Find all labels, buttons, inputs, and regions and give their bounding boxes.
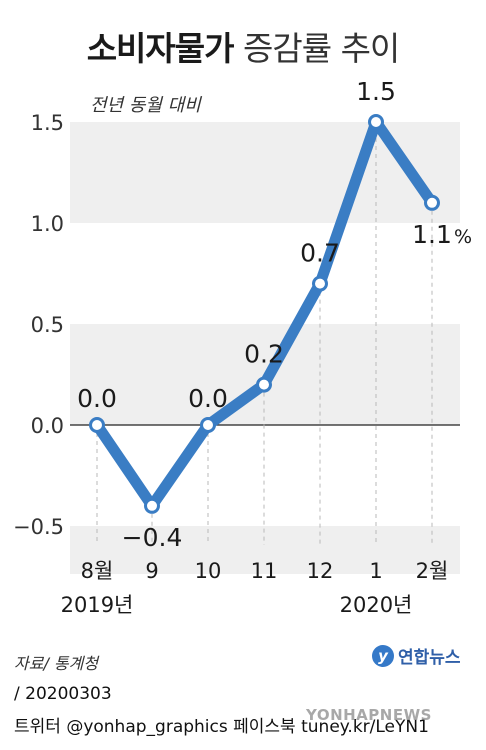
x-tick-label: 10 [195, 559, 222, 583]
x-tick-label: 11 [251, 559, 278, 583]
x-year-label: 2020년 [340, 593, 413, 617]
data-point [144, 497, 160, 514]
data-point [89, 417, 105, 433]
chart-title: 소비자물가 증감률 추이 [0, 22, 486, 70]
y-axis-label: 전년 동월 대비 [90, 95, 202, 116]
data-label: −0.4 [122, 523, 183, 552]
data-label: 0.7 [300, 239, 340, 268]
x-tick-label: 9 [145, 559, 158, 583]
x-tick-label: 2월 [416, 559, 449, 583]
data-label: 1.5 [356, 77, 396, 106]
data-point [200, 417, 216, 433]
y-tick-label: 1.5 [31, 111, 64, 135]
data-label: 0.0 [188, 384, 228, 413]
footer-social: 트위터 @yonhap_graphics 페이스북 tuney.kr/LeYN1 [14, 717, 429, 737]
data-point [256, 376, 272, 393]
yonhap-logo: y 연합뉴스 [372, 643, 461, 668]
footer-date: / 20200303 [14, 684, 112, 704]
data-point [368, 114, 384, 130]
y-tick-label: 0.0 [31, 414, 64, 438]
unit-label: % [454, 226, 472, 248]
x-year-label: 2019년 [61, 593, 134, 617]
yonhap-logo-icon: y [372, 644, 394, 667]
line-chart: 1.5 1.0 0.5 0.0 −0.5 전년 동월 대비 0.0 −0.4 0.0 0.2 0.7… [13, 77, 472, 617]
data-label: 0.0 [77, 384, 117, 413]
x-tick-label: 8월 [81, 559, 114, 583]
data-label: 1.1 [412, 220, 452, 249]
title-light: 증감률 추이 [243, 29, 400, 68]
data-point [312, 275, 328, 292]
source-note: 자료/ 통계청 [14, 654, 99, 673]
x-tick-label: 12 [307, 559, 334, 583]
title-strong: 소비자물가 [86, 29, 235, 68]
y-tick-label: −0.5 [13, 515, 64, 539]
data-label: 0.2 [244, 340, 284, 369]
y-tick-label: 1.0 [31, 212, 64, 236]
data-point [424, 194, 440, 211]
grid-band [70, 526, 460, 574]
grid-band [70, 122, 460, 223]
yonhap-logo-text: 연합뉴스 [398, 648, 461, 668]
y-tick-label: 0.5 [31, 313, 64, 337]
x-tick-label: 1 [369, 559, 382, 583]
watermark: YONHAPNEWS [306, 706, 432, 724]
